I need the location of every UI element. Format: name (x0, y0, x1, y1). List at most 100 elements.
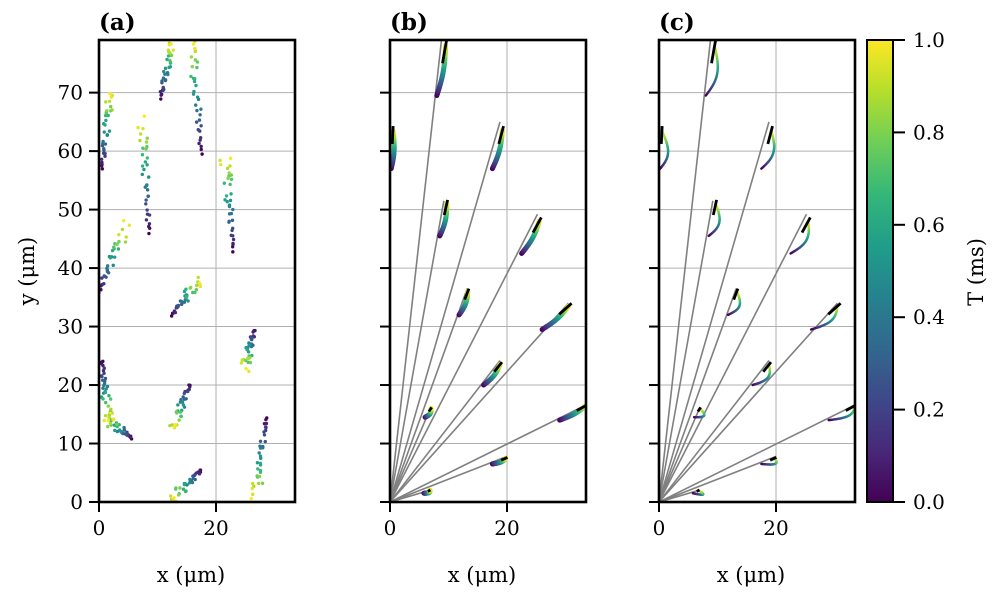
trajectory-point (142, 167, 146, 172)
trajectory-point (258, 439, 263, 443)
trajectory-point (262, 430, 266, 434)
trajectory-point (102, 130, 106, 134)
trajectory-point (140, 164, 145, 168)
trajectory-point (199, 124, 203, 128)
trajectory-point (260, 481, 265, 486)
trajectory-point (103, 390, 108, 395)
trajectory-point (100, 378, 105, 382)
trajectory-point (102, 418, 106, 423)
trajectory-point (108, 421, 113, 426)
trajectory-point (225, 166, 230, 171)
colorbar-label: T (ms) (964, 238, 988, 306)
fit-segment (427, 488, 432, 493)
trajectory-point (103, 413, 108, 418)
trajectory-point (109, 407, 113, 412)
ray-line (659, 404, 855, 502)
ray-line (390, 288, 468, 502)
fit-segment (497, 125, 505, 145)
trajectory-point (167, 65, 171, 70)
trajectory-point (247, 369, 251, 374)
trajectory-point (103, 123, 107, 127)
trajectory-point (119, 429, 123, 434)
trajectory-point (251, 481, 255, 486)
trajectory-point (124, 235, 128, 239)
trajectory-point (100, 276, 104, 280)
ray-line (659, 213, 808, 502)
trajectory-point (100, 374, 104, 379)
fit-segment (696, 488, 701, 493)
trajectory-point (173, 310, 178, 315)
trajectory-point (136, 125, 140, 130)
ray-line (659, 489, 700, 502)
trajectory-point (108, 256, 113, 260)
trajectory-point (228, 182, 232, 187)
trajectory-point (186, 389, 190, 394)
trajectory-point (110, 108, 114, 112)
trajectory-point (194, 83, 198, 88)
trajectory-point (104, 100, 108, 104)
trajectory-point (228, 164, 232, 168)
trajectory-point (224, 194, 229, 198)
trajectory-point (105, 264, 110, 268)
trajectory-point (264, 421, 269, 426)
trajectory-point (187, 481, 192, 485)
trajectory-point (181, 403, 186, 407)
trajectory-point (144, 147, 148, 151)
trajectory-point (128, 435, 133, 439)
trajectory-point (112, 255, 117, 259)
trajectory-point (169, 314, 174, 318)
ray-line (659, 288, 737, 502)
fit-segment (732, 288, 740, 301)
panel-label: (c) (659, 9, 695, 36)
trajectory-point (258, 470, 263, 475)
trajectory-point (197, 472, 202, 476)
trajectory-point (231, 250, 235, 254)
trajectory-point (176, 303, 181, 308)
trajectory-point (193, 58, 198, 62)
trajectory-point (194, 103, 198, 107)
trajectory-point (199, 147, 203, 152)
trajectory-point (256, 467, 260, 471)
colorbar-tick-label: 0.4 (913, 305, 945, 329)
trajectory-point (222, 181, 227, 185)
ray-line (390, 40, 443, 502)
trajectory-point (172, 496, 176, 500)
trajectory-point (168, 51, 172, 55)
trajectory-point (250, 336, 254, 340)
trajectory-point (99, 157, 104, 161)
trajectory-point (143, 160, 148, 164)
panel-label: (a) (99, 9, 136, 36)
trajectory-point (107, 415, 111, 419)
trajectory-point (263, 439, 267, 444)
trajectory-point (180, 400, 185, 404)
trajectory-point (109, 95, 114, 99)
ray-line (390, 455, 508, 502)
x-tick-label: 20 (203, 516, 228, 540)
ray-line (659, 302, 839, 502)
trajectory-point (189, 74, 193, 79)
trajectory-point (145, 188, 150, 192)
trajectory-point (104, 118, 108, 123)
trajectory-point (176, 403, 180, 407)
y-tick-label: 50 (58, 198, 83, 222)
trajectory-point (194, 287, 199, 292)
x-tick-label: 0 (653, 516, 666, 540)
y-tick-label: 40 (58, 256, 83, 280)
trajectory-point (197, 118, 202, 122)
y-tick-label: 0 (70, 490, 83, 514)
fit-segment (442, 199, 449, 216)
trajectory-point (182, 482, 187, 487)
trajectory-point (105, 266, 109, 271)
trajectory-point (199, 107, 203, 111)
trajectory-point (264, 417, 268, 422)
trajectory-point (227, 219, 231, 224)
fit-segment (696, 406, 702, 413)
trajectory-point (251, 330, 255, 334)
trajectory-point (239, 361, 244, 365)
trajectory-point (138, 132, 143, 136)
trajectory-point (177, 418, 181, 422)
trajectory-point (102, 274, 107, 279)
trajectory-point (231, 207, 235, 212)
trajectory-point (101, 139, 105, 144)
trajectory-point (168, 423, 172, 428)
